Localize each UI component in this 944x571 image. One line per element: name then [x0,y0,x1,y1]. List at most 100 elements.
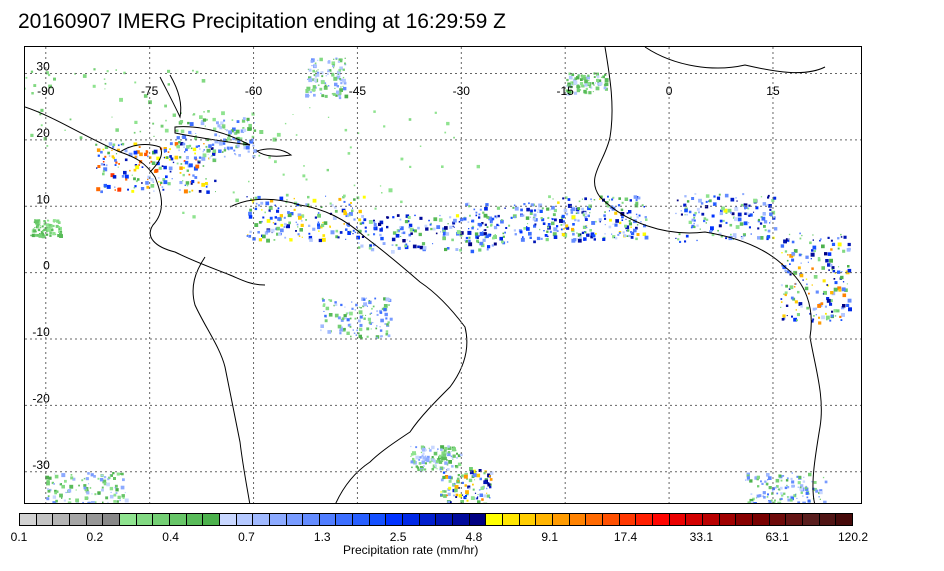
precip-cell [114,484,118,488]
precip-cell [755,497,758,499]
precip-cell [103,476,107,479]
precip-cell [766,237,769,241]
precip-cell [46,219,49,222]
precip-cell [568,72,572,76]
precip-cell [479,477,482,481]
precip-cell [823,290,827,295]
precip-cell [185,181,190,185]
precip-cell [790,477,793,480]
precip-cell [336,90,340,94]
precip-cell [415,455,420,460]
precip-cell [168,166,173,171]
precip-cell [83,477,86,480]
precip-cell [47,489,51,493]
precip-cell [573,238,577,242]
precip-cell [276,132,281,137]
precip-cell [206,118,208,121]
precip-cell [520,214,523,217]
precip-cell [274,222,277,225]
precip-cell [819,498,821,500]
precip-cell [799,486,804,491]
precip-cell [759,236,764,240]
precip-cell [344,63,347,66]
precip-cell [577,233,582,237]
precip-cell [767,493,769,496]
precip-cell [320,92,322,94]
colorbar-swatch [303,514,320,525]
precip-cell [743,221,748,226]
precip-cell [334,301,337,304]
colorbar-swatch [136,514,154,525]
precip-cell [580,78,583,81]
precip-cell [596,78,599,82]
precip-cell [338,91,342,95]
precip-cell [348,203,351,206]
precip-cell [526,227,530,231]
colorbar-swatch [319,514,337,525]
precip-cell [493,235,497,239]
precip-cell [364,226,367,229]
precip-cell [800,262,802,264]
precip-cell [100,190,103,194]
precip-cell [343,81,347,85]
precip-cell [448,479,452,483]
precip-cell [373,110,376,113]
precip-cell [400,200,403,204]
precip-cell [541,207,544,210]
precip-cell [340,86,342,88]
precip-cell [323,221,328,225]
precip-cell [272,137,277,142]
precip-cell [72,477,76,481]
precip-cell [334,303,338,306]
precip-cell [501,219,503,221]
precip-cell [119,97,123,102]
precip-cell [757,236,761,240]
precip-cell [363,298,366,301]
precip-cell [243,145,247,150]
precip-cell [612,223,614,225]
precip-cell [122,478,125,482]
precip-cell [372,305,375,308]
precip-cell [86,491,90,495]
precip-cell [838,288,842,292]
precip-cell [211,155,213,157]
precip-cell [299,228,303,232]
precip-cell [693,219,696,222]
precip-cell [345,238,347,240]
colorbar-tick-label: 0.1 [10,530,28,544]
precip-cell [787,496,789,498]
precip-cell [829,302,833,306]
precip-cell [571,91,574,94]
precip-cell [496,223,499,226]
precip-cell [554,218,557,222]
precip-cell [344,62,346,65]
precip-cell [111,116,113,118]
precip-cell [460,476,462,478]
precip-cell [551,221,555,226]
precip-cell [52,495,57,499]
precip-cell [446,121,450,126]
precip-cell [424,462,427,465]
precip-cell [467,230,472,235]
precip-cell [212,149,217,153]
precip-cell [563,228,565,230]
precip-cell [572,82,575,86]
precip-cell [317,221,320,223]
precip-cell [205,186,208,188]
precip-cell [737,212,742,217]
precip-cell [571,227,574,231]
precip-cell [182,173,185,177]
precip-cell [756,477,759,481]
precip-cell [489,233,492,236]
precip-cell [94,493,97,496]
precip-cell [52,219,56,223]
precip-cell [218,149,222,153]
precip-cell [789,273,792,276]
precip-cell [547,223,551,226]
precip-cell [759,222,763,225]
precip-cell [298,235,301,237]
precip-cell [584,231,586,233]
precip-cell [151,161,156,165]
precip-cell [582,214,585,217]
precip-cell [193,113,196,116]
